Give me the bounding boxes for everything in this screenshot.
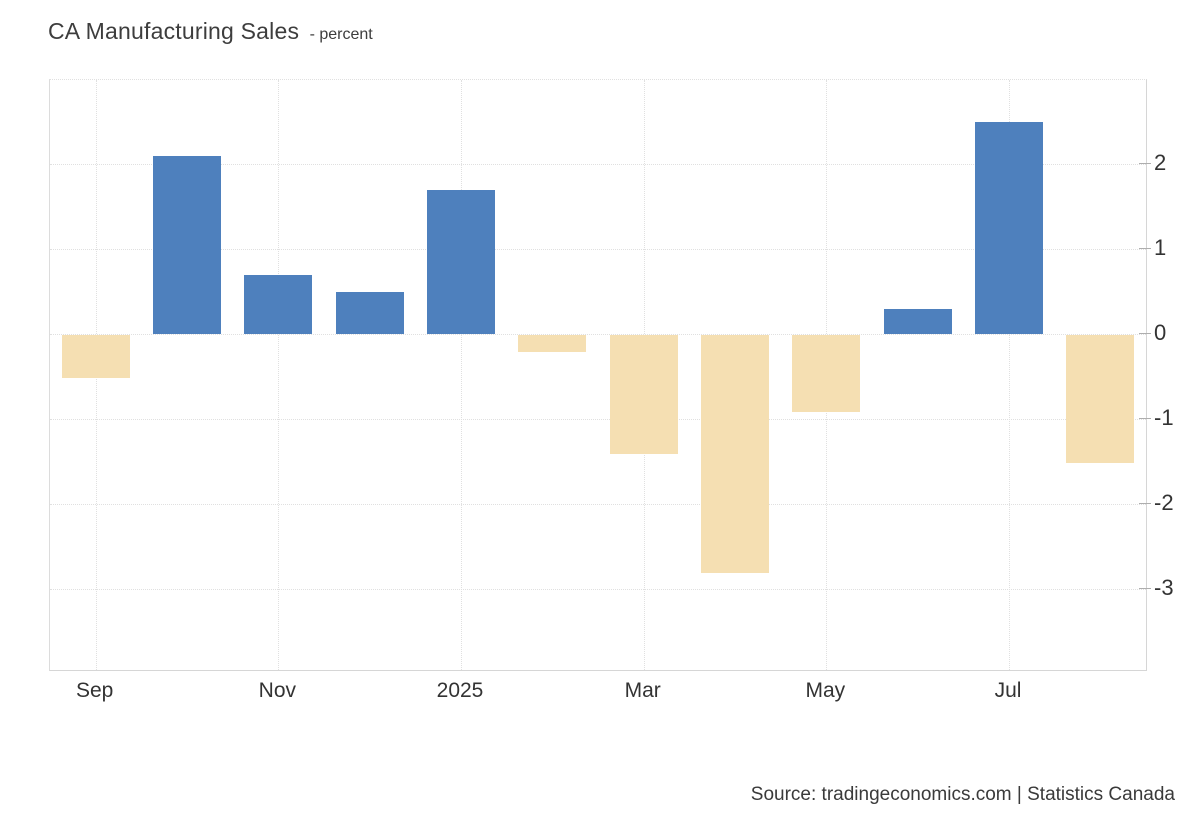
x-axis-label: May [805, 679, 846, 702]
chart-bar-sep[interactable] [61, 335, 130, 378]
y-axis-tick [1139, 588, 1151, 589]
gridline-h [50, 334, 1146, 335]
chart-bar-feb[interactable] [518, 335, 587, 352]
chart-bar-oct[interactable] [153, 155, 221, 334]
x-axis-label: Nov [258, 679, 297, 702]
y-axis-tick [1139, 248, 1151, 249]
plot-area [49, 79, 1147, 671]
y-axis-tick [1139, 503, 1151, 504]
y-axis-label: -1 [1154, 405, 1174, 430]
x-axis-label: 2025 [436, 679, 484, 702]
chart-bar-jun[interactable] [883, 308, 952, 334]
chart-bar-jul[interactable] [975, 121, 1043, 334]
y-axis-tick [1139, 163, 1151, 164]
chart-bar-may[interactable] [792, 335, 861, 412]
chart-bar-dec[interactable] [335, 291, 404, 334]
chart-title-row: CA Manufacturing Sales - percent [48, 18, 373, 45]
y-axis-label: 1 [1154, 235, 1167, 260]
gridline-v [278, 80, 280, 670]
gridline-h [50, 419, 1146, 420]
gridline-v [461, 80, 462, 670]
y-axis-label: 2 [1154, 150, 1167, 175]
chart-bar-aug[interactable] [1066, 335, 1135, 463]
chart-container: CA Manufacturing Sales - percent 2 1 0 -1 -2… [48, 18, 1174, 702]
page-title: CA Manufacturing Sales [48, 18, 300, 44]
x-axis-label: Sep [75, 679, 114, 702]
y-axis-tick [1139, 418, 1151, 419]
gridline-h [50, 589, 1146, 590]
chart-bar-nov[interactable] [244, 274, 313, 334]
x-axis-label: Jul [994, 679, 1022, 702]
gridline-h [50, 504, 1146, 505]
chart-bar-mar[interactable] [609, 335, 678, 454]
y-axis-tick [1139, 333, 1151, 334]
chart-bar-jan[interactable] [427, 189, 495, 334]
title-subtitle: - percent [309, 26, 373, 43]
gridline-h [50, 249, 1146, 250]
gridline-h [50, 164, 1146, 165]
y-axis-label: -3 [1154, 575, 1174, 600]
y-axis-label: 0 [1154, 320, 1167, 345]
gridline-v [1009, 80, 1010, 670]
x-axis-label: Mar [624, 679, 661, 702]
chart-bar-apr[interactable] [701, 335, 769, 573]
source-text: Source: tradingeconomics.com | Statistic… [750, 784, 1175, 805]
y-axis-label: -2 [1154, 490, 1174, 515]
